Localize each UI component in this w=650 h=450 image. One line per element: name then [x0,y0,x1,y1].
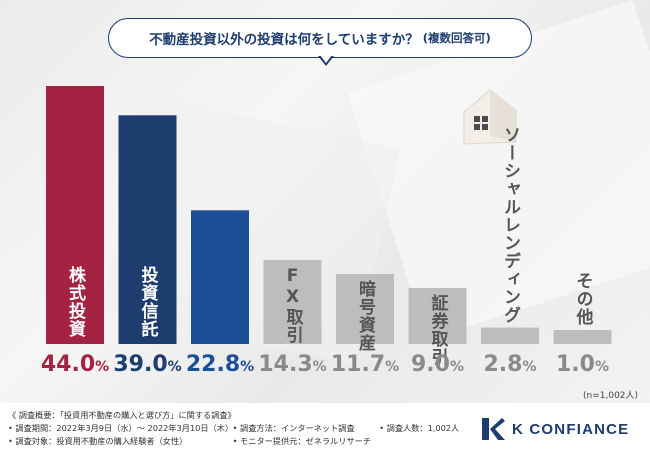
value-number: 9.0 [410,352,450,377]
bar-6 [481,327,539,344]
notes-provider: • モニター提供元：ゼネラルリサーチ [232,436,372,446]
category-label-2: 特にしていない [210,216,230,343]
value-label-6: 2.8% [473,352,547,377]
brand-logo: K CONFIANCE [480,415,629,443]
value-label-4: 11.7% [328,352,402,377]
question-bubble: 不動産投資以外の投資は何をしていますか？ (複数回答可) [108,18,532,58]
category-label-5: 証券取引 [427,294,448,366]
bar-5 [408,288,467,344]
footer: 《 調査概要：「投資用不動産の購入と選び方」に関する調査》 • 調査期間：202… [0,403,650,450]
value-label-5: 9.0% [401,352,475,377]
k-mark-icon [482,418,505,440]
value-number: 39.0 [113,352,168,377]
bubble-tail-inner [320,55,332,63]
category-label-3: FX取引 [282,266,303,344]
value-percent: % [167,359,182,375]
house-icon [463,89,517,145]
sample-size-label: (n=1,002人) [583,391,639,401]
category-label-6: ソーシャルレンディング [500,125,520,324]
value-percent: % [594,359,609,375]
category-label-1: 投資信託 [137,266,158,338]
bar-2 [191,210,249,344]
notes-method: • 調査方法：インターネット調査 [232,423,355,433]
category-label-4: 暗号資産 [355,280,375,352]
value-number: 22.8 [185,352,241,377]
bar-4 [336,274,394,344]
value-number: 2.8 [483,352,523,377]
bar-1 [118,115,177,345]
value-percent: % [449,359,464,375]
value-percent: % [95,359,110,375]
value-label-3: 14.3% [256,352,330,377]
logo-text: K CONFIANCE [512,420,630,438]
bar-7 [553,330,612,344]
notes-target: • 調査対象：投資用不動産の購入経験者（女性） [8,436,188,446]
value-number: 44.0 [40,352,96,377]
value-percent: % [312,359,327,375]
bar-3 [263,260,322,344]
value-label-7: 1.0% [546,352,620,377]
value-percent: % [522,359,537,375]
value-percent: % [240,359,255,375]
category-label-0: 株式投資 [65,266,85,338]
value-label-2: 22.8% [183,352,257,377]
bar-0 [46,86,104,344]
value-number: 1.0 [555,352,595,377]
question-text: 不動産投資以外の投資は何をしていますか？ [149,32,419,48]
question-note: (複数回答可) [422,31,491,45]
value-number: 14.3 [258,352,313,377]
notes-count: • 調査人数：1,002人 [379,423,460,433]
notes-period: • 調査期間：2022年3月9日（水）～ 2022年3月10日（木） [8,423,234,433]
notes-title: 《 調査概要：「投資用不動産の購入と選び方」に関する調査》 [8,410,236,420]
value-label-1: 39.0% [111,352,185,377]
survey-notes: 《 調査概要：「投資用不動産の購入と選び方」に関する調査》 • 調査期間：202… [8,409,459,448]
value-number: 11.7 [330,352,386,377]
value-label-0: 44.0% [38,352,112,377]
value-percent: % [385,359,400,375]
category-label-7: その他 [572,272,593,326]
